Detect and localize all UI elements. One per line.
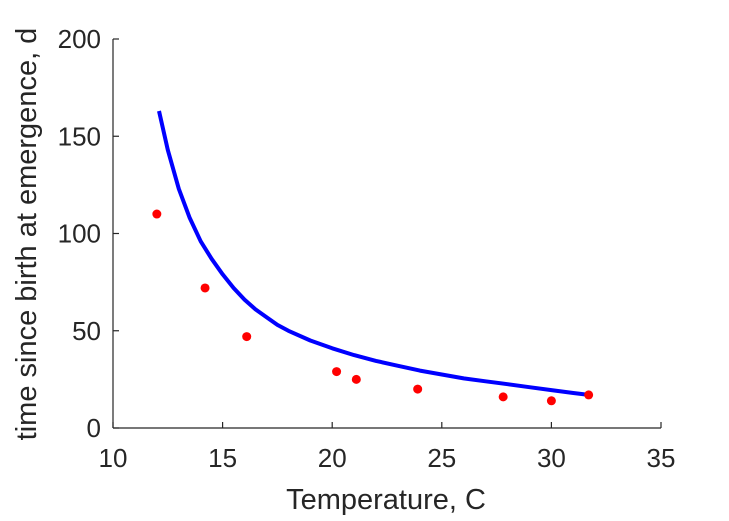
data-point [200,283,210,293]
y-tick-label: 50 [72,316,101,346]
x-tick-label: 20 [318,443,347,473]
chart-ticks: 10 15 20 25 30 35 0 50 100 150 200 [58,24,676,473]
y-axis-label: time since birth at emergence, d [11,28,43,441]
data-point [546,396,556,406]
x-tick-label: 25 [427,443,456,473]
data-point [152,209,162,219]
x-tick-label: 10 [99,443,128,473]
y-tick-label: 200 [58,24,101,54]
data-point [584,390,594,400]
chart-series [152,110,594,406]
x-tick-label: 30 [537,443,566,473]
data-point [242,332,252,342]
data-point [498,392,508,402]
x-axis-label: Temperature, C [286,484,486,516]
data-point [413,384,423,394]
x-tick-label: 35 [647,443,676,473]
model-curve-line [157,110,589,397]
data-point [351,374,361,384]
x-tick-label: 15 [208,443,237,473]
y-tick-label: 100 [58,219,101,249]
y-tick-label: 150 [58,121,101,151]
y-tick-label: 0 [87,413,101,443]
data-point [332,367,342,377]
